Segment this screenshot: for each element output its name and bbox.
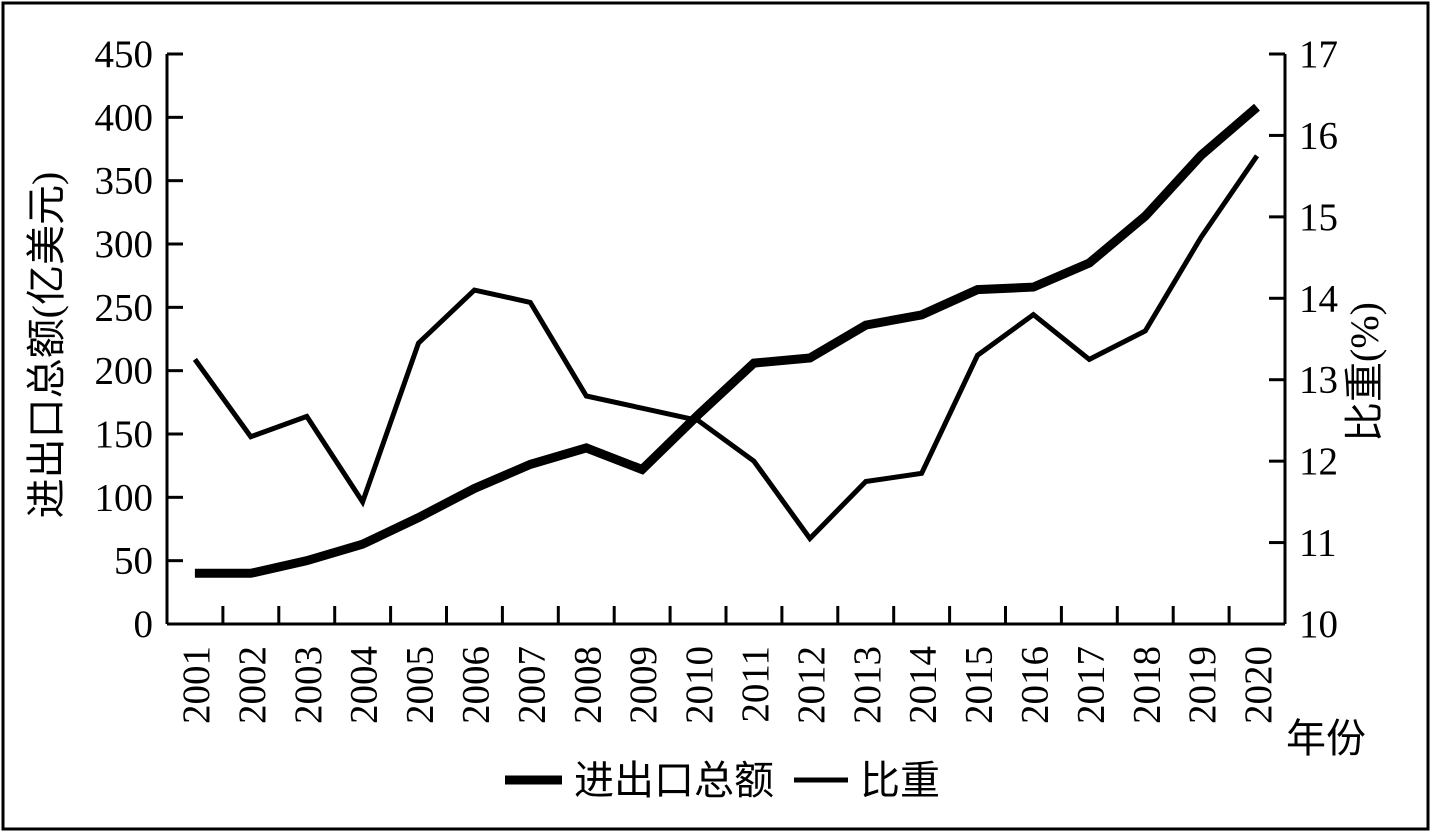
x-axis-year-label: 2017	[1069, 646, 1112, 724]
left-axis-title: 进出口总额(亿美元)	[24, 172, 69, 519]
x-axis-year-label: 2012	[790, 646, 833, 724]
x-axis-year-label: 2010	[678, 646, 721, 724]
x-axis-year-label: 2005	[399, 646, 442, 724]
right-axis-tick-label: 17	[1299, 33, 1338, 76]
legend: 进出口总额 比重	[505, 758, 940, 803]
x-axis-year-label: 2007	[510, 646, 553, 724]
axes: 0 50 100 150 200 250 300 350 400 450 10 11 12 13 14 15 1…	[95, 33, 1339, 724]
left-axis-tick-label: 150	[95, 413, 154, 456]
x-axis-year-label: 2008	[566, 646, 609, 724]
x-axis-year-label: 2003	[287, 646, 330, 724]
series-line-0	[194, 103, 1260, 578]
x-axis-year-label: 2014	[902, 646, 945, 724]
x-axis-year-label: 2019	[1181, 646, 1224, 724]
left-axis-tick-label: 100	[95, 476, 154, 519]
right-axis-tick-label: 10	[1299, 603, 1338, 646]
x-axis-year-label: 2015	[958, 646, 1001, 724]
x-axis-year-label: 2002	[231, 646, 274, 724]
left-axis-tick-label: 50	[114, 540, 153, 583]
legend-label-total: 进出口总额	[574, 758, 774, 803]
left-axis-tick-label: 0	[134, 603, 154, 646]
x-axis-year-label: 2006	[454, 646, 497, 724]
left-axis-tick-label: 450	[95, 33, 154, 76]
right-axis-tick-label: 16	[1299, 114, 1338, 157]
x-axis-year-label: 2020	[1237, 646, 1280, 724]
x-axis-year-label: 2018	[1125, 646, 1168, 724]
x-axis-year-label: 2013	[846, 646, 889, 724]
series-line-1	[192, 154, 1260, 543]
right-axis-title: 比重(%)	[1342, 302, 1387, 442]
legend-label-ratio: 比重	[860, 758, 940, 803]
x-axis-year-label: 2016	[1013, 646, 1056, 724]
right-axis-tick-label: 12	[1299, 440, 1338, 483]
right-axis-tick-label: 13	[1299, 359, 1338, 402]
series-lines	[192, 103, 1260, 578]
right-axis-tick-label: 11	[1299, 522, 1337, 565]
right-axis-tick-label: 14	[1299, 277, 1338, 320]
left-axis-tick-label: 300	[95, 223, 154, 266]
left-axis-tick-label: 400	[95, 96, 154, 139]
x-axis-title: 年份	[1286, 716, 1366, 761]
left-axis-tick-label: 200	[95, 350, 154, 393]
right-axis-tick-label: 15	[1299, 196, 1338, 239]
left-axis-tick-label: 250	[95, 286, 154, 329]
left-axis-tick-label: 350	[95, 160, 154, 203]
x-axis-year-label: 2011	[734, 646, 777, 723]
x-axis-year-label: 2004	[343, 646, 386, 724]
x-axis-year-label: 2001	[175, 646, 218, 724]
x-axis-year-label: 2009	[622, 646, 665, 724]
